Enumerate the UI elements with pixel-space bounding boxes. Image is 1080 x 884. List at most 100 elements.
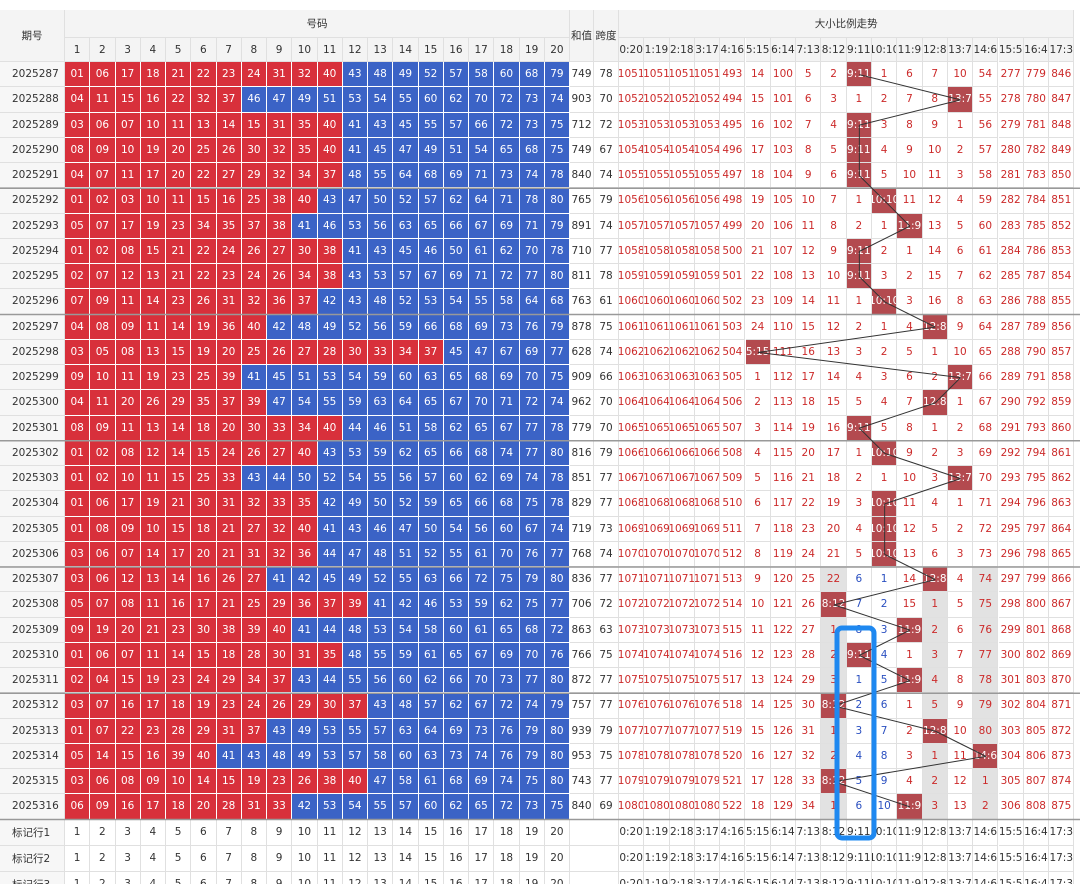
number-ball: 80 bbox=[544, 769, 570, 795]
span: 78 bbox=[594, 264, 619, 290]
number-ball: 14 bbox=[216, 112, 242, 138]
number-ball: 65 bbox=[494, 137, 520, 163]
number-ball: 47 bbox=[393, 137, 419, 163]
number-ball: 44 bbox=[267, 466, 293, 492]
number-ball: 14 bbox=[166, 415, 192, 441]
marker-number: 9 bbox=[267, 819, 293, 846]
trend-value: 16 bbox=[745, 743, 771, 769]
span: 74 bbox=[594, 163, 619, 189]
trend-value: 519 bbox=[720, 718, 746, 744]
span: 79 bbox=[594, 188, 619, 214]
trend-value: 855 bbox=[1049, 289, 1075, 315]
number-ball: 30 bbox=[317, 693, 343, 719]
trend-value: 1064 bbox=[619, 390, 645, 416]
trend-value: 786 bbox=[1023, 238, 1050, 264]
number-ball: 49 bbox=[342, 491, 368, 517]
number-ball: 54 bbox=[443, 516, 469, 542]
number-ball: 18 bbox=[191, 516, 217, 542]
trend-value: 1067 bbox=[644, 466, 670, 492]
number-ball: 20 bbox=[115, 390, 141, 416]
trend-value: 1070 bbox=[619, 541, 645, 567]
number-ball: 78 bbox=[519, 188, 545, 214]
trend-hit: 5:15 bbox=[745, 339, 771, 365]
trend-value: 16 bbox=[821, 415, 847, 441]
number-ball: 06 bbox=[90, 62, 116, 88]
number-ball: 17 bbox=[115, 213, 141, 239]
marker-trend: 10:10 bbox=[872, 871, 898, 884]
number-ball: 73 bbox=[519, 87, 545, 113]
number-ball: 09 bbox=[115, 314, 141, 340]
trend-value: 1 bbox=[872, 213, 898, 239]
number-ball: 53 bbox=[342, 213, 368, 239]
span: 75 bbox=[594, 743, 619, 769]
trend-value: 804 bbox=[1023, 693, 1050, 719]
number-ball: 08 bbox=[115, 440, 141, 466]
trend-value: 15 bbox=[745, 87, 771, 113]
trend-value: 72 bbox=[973, 516, 999, 542]
trend-value: 505 bbox=[720, 365, 746, 391]
number-ball: 33 bbox=[216, 466, 242, 492]
trend-value: 1075 bbox=[619, 668, 645, 694]
marker-number: 8 bbox=[242, 871, 267, 884]
trend-value: 289 bbox=[998, 365, 1024, 391]
marker-trend: 2:18 bbox=[670, 871, 695, 884]
number-ball: 15 bbox=[166, 339, 192, 365]
number-ball: 70 bbox=[469, 668, 495, 694]
number-ball: 25 bbox=[191, 137, 217, 163]
number-ball: 17 bbox=[140, 693, 166, 719]
number-col-header: 18 bbox=[494, 38, 520, 62]
number-ball: 13 bbox=[140, 415, 166, 441]
number-ball: 65 bbox=[469, 794, 495, 820]
number-ball: 20 bbox=[191, 794, 217, 820]
number-ball: 48 bbox=[342, 617, 368, 643]
trend-col-header: 6:14 bbox=[770, 38, 797, 62]
trend-value: 28 bbox=[796, 642, 822, 668]
number-ball: 60 bbox=[418, 794, 444, 820]
number-ball: 11 bbox=[115, 365, 141, 391]
number-ball: 16 bbox=[191, 567, 217, 593]
marker-number: 14 bbox=[393, 819, 419, 846]
number-ball: 57 bbox=[393, 264, 419, 290]
span: 77 bbox=[594, 693, 619, 719]
trend-value: 69 bbox=[973, 440, 999, 466]
trend-value: 55 bbox=[973, 87, 999, 113]
trend-value: 1062 bbox=[669, 339, 695, 365]
trend-value: 1063 bbox=[644, 365, 670, 391]
number-ball: 19 bbox=[140, 365, 166, 391]
number-ball: 36 bbox=[292, 592, 318, 618]
number-ball: 65 bbox=[443, 491, 469, 517]
number-ball: 43 bbox=[267, 718, 293, 744]
trend-value: 3 bbox=[872, 365, 898, 391]
sum: 766 bbox=[570, 642, 594, 668]
number-ball: 22 bbox=[191, 163, 217, 189]
trend-value: 126 bbox=[770, 718, 797, 744]
trend-value: 9 bbox=[796, 163, 822, 189]
sum: 903 bbox=[570, 87, 594, 113]
trend-value: 17 bbox=[821, 440, 847, 466]
trend-value: 3 bbox=[846, 339, 872, 365]
trend-value: 515 bbox=[720, 617, 746, 643]
number-ball: 62 bbox=[418, 668, 444, 694]
trend-col-header: 4:16 bbox=[720, 38, 746, 62]
number-ball: 37 bbox=[317, 163, 343, 189]
trend-value: 1 bbox=[872, 62, 898, 88]
trend-value: 2 bbox=[922, 769, 948, 795]
trend-value: 26 bbox=[796, 592, 822, 618]
marker-trend: 0:20 bbox=[619, 871, 645, 884]
trend-value: 7 bbox=[922, 62, 948, 88]
number-ball: 57 bbox=[418, 693, 444, 719]
trend-value: 2 bbox=[947, 415, 974, 441]
trend-value: 73 bbox=[973, 541, 999, 567]
trend-value: 3 bbox=[897, 289, 923, 315]
number-ball: 44 bbox=[317, 668, 343, 694]
trend-value: 791 bbox=[1023, 365, 1050, 391]
trend-value: 867 bbox=[1049, 592, 1075, 618]
number-ball: 40 bbox=[241, 314, 267, 340]
marker-number: 5 bbox=[166, 845, 192, 872]
number-ball: 80 bbox=[544, 718, 570, 744]
number-ball: 26 bbox=[216, 137, 242, 163]
marker-number: 1 bbox=[65, 871, 91, 884]
trend-value: 865 bbox=[1049, 541, 1075, 567]
trend-value: 866 bbox=[1049, 567, 1075, 593]
trend-value: 125 bbox=[770, 693, 797, 719]
